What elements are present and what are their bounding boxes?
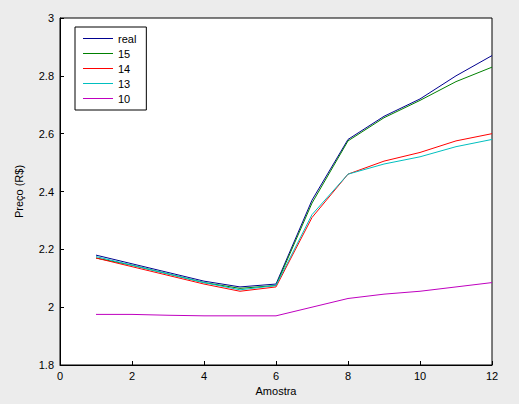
svg-text:2.8: 2.8 [39,70,54,82]
svg-text:13: 13 [118,78,130,90]
svg-text:real: real [118,33,136,45]
svg-text:15: 15 [118,48,130,60]
svg-text:4: 4 [201,370,207,382]
svg-text:14: 14 [118,63,130,75]
svg-text:6: 6 [273,370,279,382]
svg-text:8: 8 [345,370,351,382]
svg-text:12: 12 [486,370,498,382]
svg-text:2.4: 2.4 [39,186,54,198]
svg-text:10: 10 [118,93,130,105]
svg-text:Preço (R$): Preço (R$) [13,165,25,218]
svg-text:0: 0 [57,370,63,382]
svg-text:2: 2 [48,301,54,313]
svg-text:Amostra: Amostra [256,385,298,397]
svg-text:2: 2 [129,370,135,382]
svg-text:10: 10 [414,370,426,382]
svg-text:1.8: 1.8 [39,359,54,371]
svg-text:2.2: 2.2 [39,243,54,255]
svg-text:3: 3 [48,12,54,24]
svg-text:2.6: 2.6 [39,128,54,140]
